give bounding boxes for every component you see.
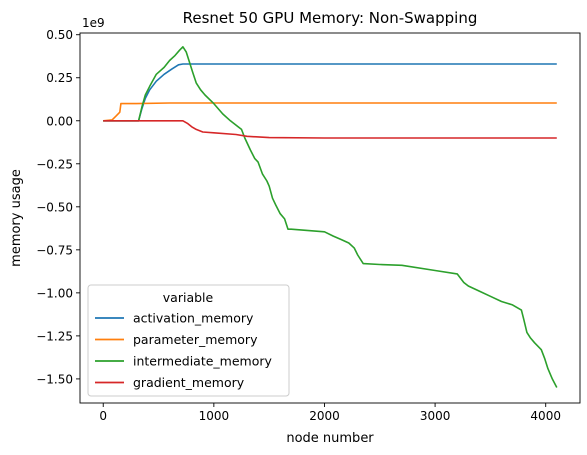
x-tick-label: 1000 — [199, 409, 230, 423]
series-line-parameter-memory — [103, 102, 557, 122]
y-tick-label: −0.25 — [36, 157, 73, 171]
legend-label-parameter-memory: parameter_memory — [133, 332, 258, 347]
y-tick-label: 0.25 — [46, 71, 73, 85]
series-line-gradient-memory — [103, 120, 557, 139]
series-layer — [103, 46, 558, 388]
axes-frame — [79, 32, 581, 404]
legend-label-intermediate-memory: intermediate_memory — [133, 354, 273, 369]
x-tick-label: 2000 — [309, 409, 340, 423]
y-tick-label: −0.50 — [36, 200, 73, 214]
y-tick-label: −0.75 — [36, 243, 73, 257]
x-axis-label: node number — [286, 431, 374, 446]
y-axis: 0.50 0.25 0.00 −0.25 −0.50 −0.75 −1.00 −1.25 −1.… — [36, 28, 80, 386]
legend-label-activation-memory: activation_memory — [133, 311, 254, 326]
y-tick-label: 0.50 — [46, 28, 73, 42]
series-line-intermediate-memory — [103, 46, 558, 388]
x-tick-label: 0 — [99, 409, 107, 423]
y-offset-label: 1e9 — [82, 16, 105, 30]
x-tick-label: 4000 — [530, 409, 561, 423]
y-tick-label: −1.25 — [36, 329, 73, 343]
y-axis-label: memory usage — [9, 169, 24, 267]
y-tick-label: 0.00 — [46, 114, 73, 128]
x-tick-label: 3000 — [420, 409, 451, 423]
legend-items: activation_memory parameter_memoryinterme… — [95, 311, 273, 390]
legend-box — [87, 284, 290, 397]
legend-title: variable — [163, 290, 214, 305]
plot-area — [103, 46, 558, 388]
x-axis: 0 1000 2000 3000 4000 — [99, 403, 561, 423]
y-tick-label: −1.00 — [36, 286, 73, 300]
legend: variable activation_memory parameter_memo… — [87, 284, 290, 397]
legend-label-gradient-memory: gradient_memory — [133, 375, 245, 390]
y-tick-label: −1.50 — [36, 372, 73, 386]
chart-title: Resnet 50 GPU Memory: Non-Swapping — [183, 9, 478, 27]
